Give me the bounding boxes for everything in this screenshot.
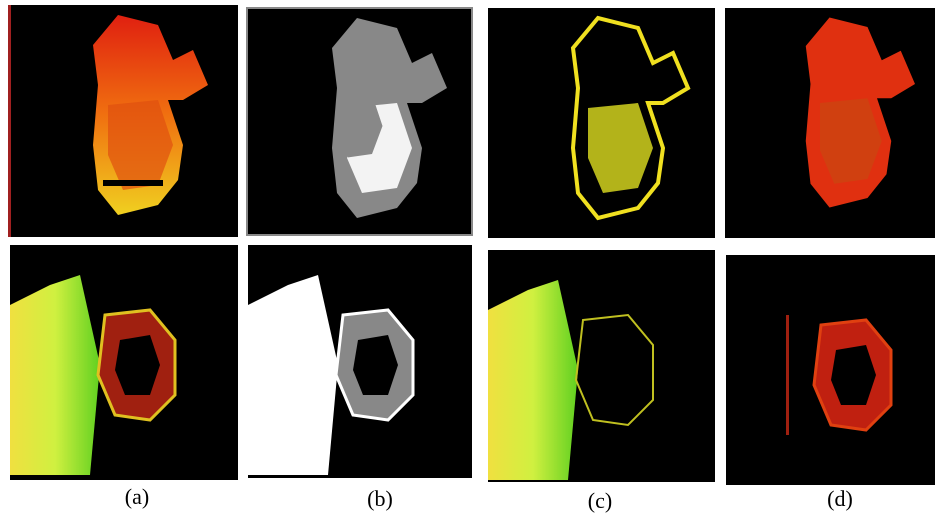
panel-d-bottom xyxy=(726,255,935,485)
panel-a-bottom xyxy=(10,245,238,480)
panel-c-bottom xyxy=(488,250,715,482)
panel-c-top xyxy=(488,8,715,238)
panel-d-top xyxy=(725,8,935,238)
caption: (b) xyxy=(367,486,393,511)
panel-b-top xyxy=(247,8,472,235)
caption: (c) xyxy=(588,488,612,513)
panel-a-top xyxy=(8,5,238,237)
caption: (d) xyxy=(827,486,853,511)
panel-b-bottom xyxy=(248,245,472,478)
caption: (a) xyxy=(125,484,149,509)
page: (a) (b) (c) (d) (() => { const data = JS… xyxy=(0,0,941,522)
figure: (a) (b) (c) (d) xyxy=(0,0,941,522)
